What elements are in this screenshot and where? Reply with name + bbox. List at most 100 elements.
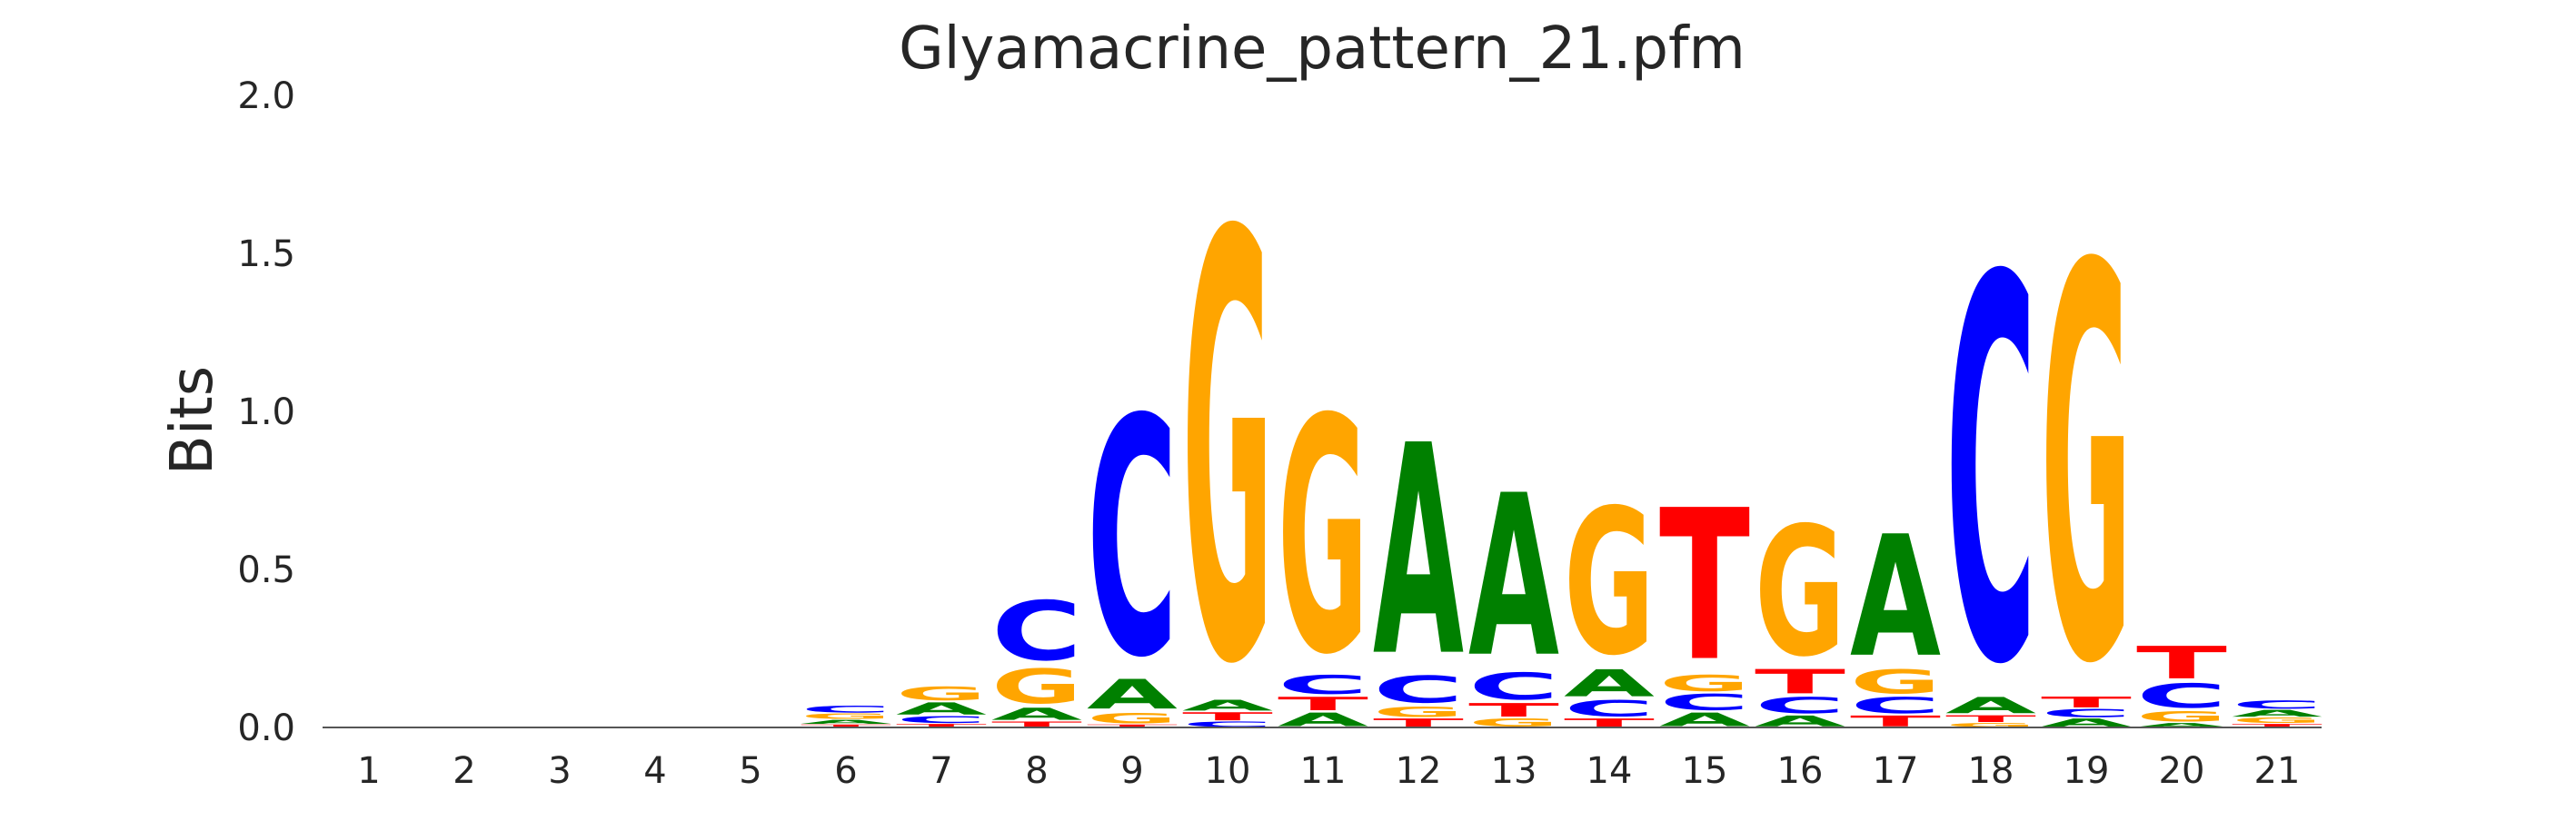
x-tick-label: 11 — [1300, 750, 1347, 792]
logo-letter-G: G — [1182, 114, 1273, 794]
x-tick-label: 8 — [1025, 750, 1048, 792]
logo-letter-G: G — [2136, 708, 2227, 726]
logo-letter-A: A — [896, 699, 987, 718]
x-tick-label: 1 — [357, 750, 380, 792]
y-axis-label: Bits — [159, 366, 226, 475]
logo-letter-G: G — [1468, 717, 1559, 729]
x-tick-label: 7 — [930, 750, 952, 792]
logo-letter-C: C — [1468, 665, 1559, 707]
logo-letter-G: G — [801, 712, 891, 720]
y-tick-label: 2.0 — [237, 75, 295, 117]
logo-letter-T: T — [1945, 714, 2036, 725]
logo-letter-A: A — [1659, 709, 1751, 731]
logo-letter-G: G — [1850, 663, 1941, 701]
logo-letter-T: T — [991, 720, 1082, 728]
y-tick-label: 1.0 — [237, 391, 295, 433]
logo-letter-T: T — [801, 724, 891, 728]
logo-letter-G: G — [1755, 490, 1845, 697]
logo-letter-T: T — [2232, 723, 2322, 728]
logo-letter-T: T — [2136, 638, 2227, 689]
logo-letter-A: A — [1373, 385, 1464, 720]
logo-letter-C: C — [1373, 668, 1464, 711]
logo-letter-G: G — [1087, 709, 1178, 727]
x-tick-label: 20 — [2159, 750, 2205, 792]
logo-letter-A: A — [2136, 722, 2227, 728]
logo-letter-T: T — [1182, 710, 1273, 723]
chart-title: Glyamacrine_pattern_21.pfm — [899, 15, 1746, 83]
logo-letter-A: A — [1564, 662, 1655, 706]
logo-letter-C: C — [991, 585, 1082, 679]
x-tick-label: 4 — [643, 750, 666, 792]
x-tick-label: 2 — [453, 750, 475, 792]
logo-letter-G: G — [2232, 717, 2322, 725]
logo-letter-C: C — [2136, 677, 2227, 716]
logo-letter-G: G — [2041, 153, 2132, 783]
x-tick-label: 17 — [1873, 750, 1919, 792]
logo-letter-G: G — [991, 659, 1082, 715]
x-tick-label: 19 — [2064, 750, 2110, 792]
x-tick-label: 18 — [1968, 750, 2014, 792]
x-tick-label: 21 — [2254, 750, 2301, 792]
logo-letter-G: G — [1373, 703, 1464, 720]
logo-letter-A: A — [2232, 708, 2322, 719]
x-tick-label: 6 — [834, 750, 857, 792]
logo-letter-A: A — [1087, 670, 1178, 717]
logo-letter-T: T — [896, 723, 987, 728]
logo-letter-T: T — [1278, 693, 1368, 715]
x-axis-ticks: 1 2 3 4 5 6 7 8 9 10 11 12 13 14 15 16 17 18 19 20 21 — [357, 750, 2300, 792]
logo-letter-C: C — [1182, 720, 1273, 729]
logo-letter-T: T — [1850, 713, 1941, 730]
logo-letter-A: A — [1278, 709, 1369, 731]
logo-letter-A: A — [991, 705, 1082, 724]
x-tick-label: 10 — [1205, 750, 1251, 792]
logo-letter-G: G — [896, 683, 987, 705]
logo-letter-C: C — [1755, 693, 1845, 718]
logo-letter-A: A — [2041, 717, 2132, 729]
logo-letter-T: T — [1373, 717, 1464, 729]
logo-letter-T: T — [1087, 724, 1178, 728]
logo-letter-G: G — [1278, 351, 1368, 726]
logo-letter-T: T — [1659, 467, 1750, 707]
logo-letter-G: G — [1945, 722, 2036, 728]
logo-letter-C: C — [1850, 693, 1941, 718]
logo-letter-A: A — [1945, 693, 2036, 718]
logo-letter-C: C — [2232, 698, 2322, 711]
logo-letter-T: T — [1755, 663, 1845, 702]
x-tick-label: 3 — [548, 750, 571, 792]
logo-letter-T: T — [2041, 694, 2132, 711]
x-tick-label: 9 — [1120, 750, 1143, 792]
logo-letter-C: C — [1564, 696, 1655, 721]
logo-letter-C: C — [1278, 670, 1368, 700]
y-tick-label: 0.5 — [237, 549, 295, 591]
logo-letter-C: C — [1087, 350, 1178, 729]
logo-letter-G: G — [1659, 670, 1750, 697]
logo-letter-C: C — [896, 715, 987, 726]
logo-letter-A: A — [1182, 697, 1273, 714]
x-tick-label: 12 — [1396, 750, 1442, 792]
logo-letter-A: A — [1468, 450, 1559, 707]
logo-letter-C: C — [2041, 707, 2132, 719]
logo-letter-G: G — [1564, 467, 1655, 699]
x-tick-label: 14 — [1586, 750, 1633, 792]
x-tick-label: 16 — [1777, 750, 1824, 792]
logo-letter-A: A — [801, 718, 891, 725]
logo-letter-A: A — [1850, 501, 1941, 695]
